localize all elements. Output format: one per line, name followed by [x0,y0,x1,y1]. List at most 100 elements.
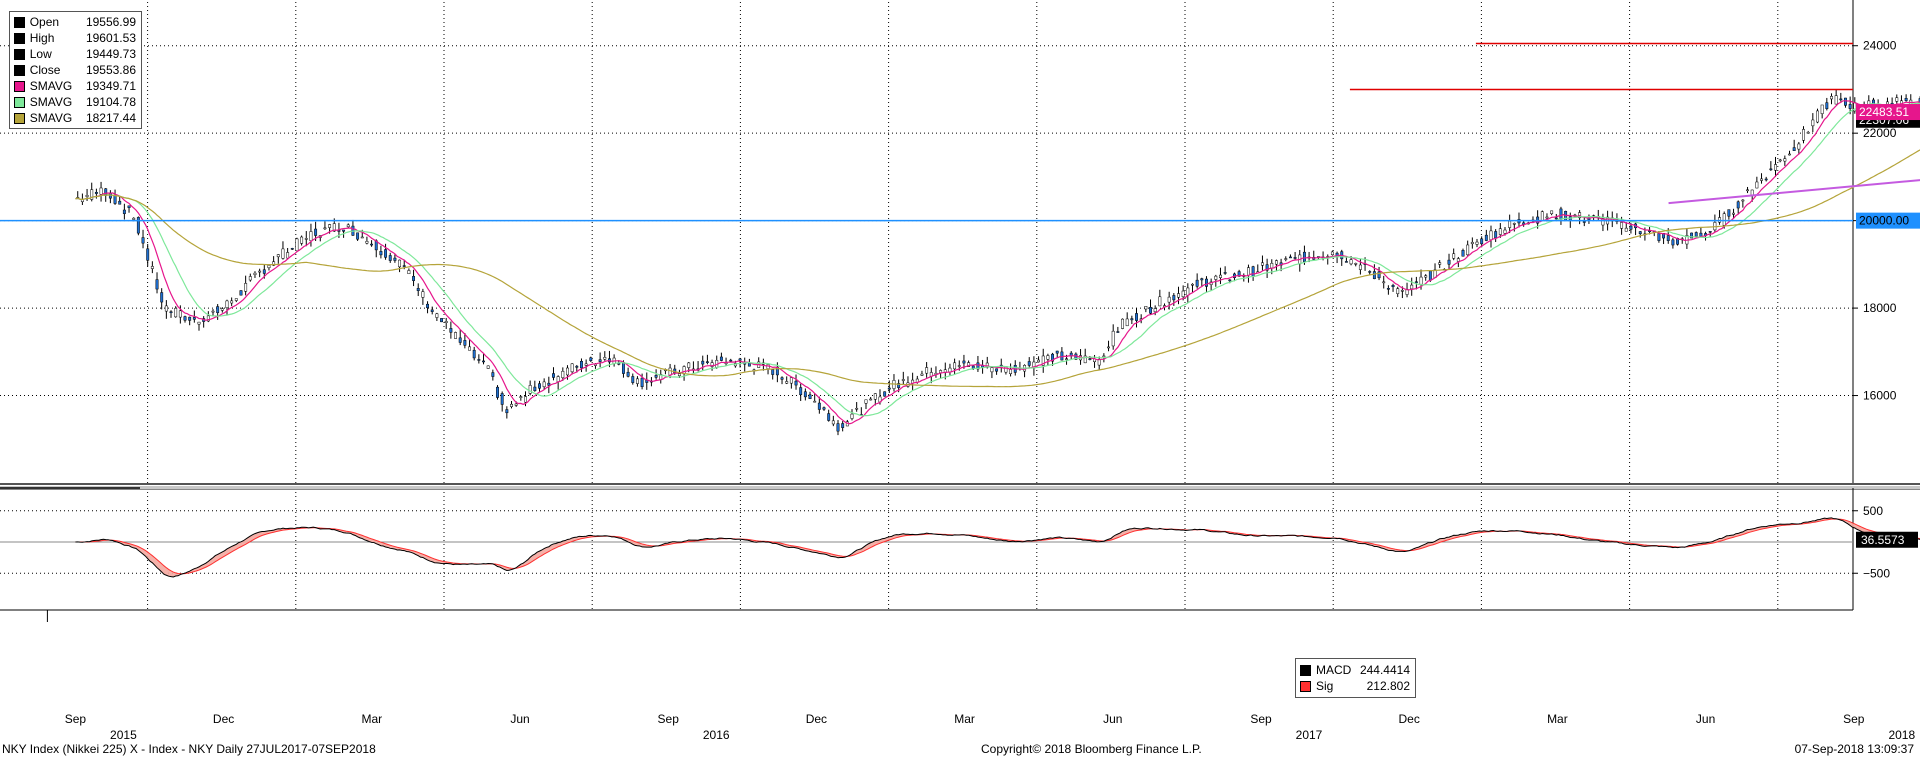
candle-body [1302,251,1306,262]
last-price-tag [1856,104,1920,121]
candle-body [1764,178,1768,181]
candle-body [1438,262,1442,265]
candle-body [626,371,630,377]
candle-body [454,332,457,339]
candle-body [1657,233,1661,241]
candle-body [1839,98,1843,101]
candle-body [164,305,168,312]
candle-body [276,254,280,258]
candle-body [1886,101,1889,105]
candle-body [1671,239,1675,246]
candle-body [1736,201,1740,209]
candle-body [1550,210,1554,214]
candle-body [192,317,196,320]
candle-body [1191,283,1194,286]
candle-body [141,237,145,244]
price-tick-label: 22000 [1863,126,1897,140]
candle-body [216,306,220,313]
candle-body [430,309,434,312]
candle-body [1125,318,1129,327]
price-legend-label: SMAVG [29,95,73,109]
price-legend-swatch [14,48,25,60]
candle-body [1149,307,1152,314]
candle-body [379,251,383,256]
candle-body [230,300,234,304]
price-tick-label: 18000 [1863,301,1897,315]
candle-body [225,300,229,308]
candle-body [1895,97,1899,102]
candle-body [1582,221,1586,223]
candle-body [1214,275,1218,280]
candle-body [780,377,784,380]
price-legend-label: Open [29,15,60,29]
price-legend-swatch [14,64,25,76]
candle-body [1811,119,1815,127]
candle-body [85,195,89,197]
candle-body [1708,231,1712,233]
candle-body [817,402,821,410]
candle-body [248,276,252,281]
candle-body [1046,355,1050,360]
candle-body [789,377,793,384]
price-legend-label: SMAVG [29,111,73,125]
candle-body [1629,225,1633,230]
candle-body [1088,358,1092,360]
candle-body [1107,346,1110,349]
candle-body [533,386,537,391]
candle-body [850,413,854,419]
macd-legend-swatch [1300,680,1311,692]
candle-body [1825,102,1829,109]
candle-body [384,249,388,258]
candle-body [262,269,266,274]
candle-body [1228,279,1232,282]
candle-body [1293,257,1297,259]
price-legend-value: 19104.78 [85,95,136,109]
candle-body [183,316,187,321]
macd-legend-label: MACD [1316,663,1352,677]
candle-body [556,376,560,383]
candle-body [799,387,803,396]
candle-body [990,367,994,373]
candle-body [1760,178,1763,181]
candle-body [1806,132,1810,134]
candle-body [873,393,877,400]
candle-body [1638,231,1642,235]
month-tick-label: Sep [1250,712,1272,726]
candle-body [1512,223,1516,225]
candle-body [1834,95,1838,105]
candle-body [1414,281,1418,283]
candle-body [1116,331,1120,333]
candle-body [1489,230,1493,241]
candle-body [1428,270,1432,281]
candle-body [1447,259,1451,265]
candle-body [178,310,182,318]
candle-body [584,363,588,366]
candle-body [407,270,411,275]
panel-separator-shade [0,486,1920,489]
candle-body [1372,271,1376,280]
candle-body [621,362,625,374]
price-legend-row: SMAVG 19349.71 [10,78,141,94]
macd-line [75,517,1920,578]
candle-body [603,357,607,360]
candle-body [253,272,257,275]
candle-body [150,266,154,269]
candle-body [864,399,868,404]
footer-timestamp: 07-Sep-2018 13:09:37 [1794,742,1914,756]
candle-body [1452,253,1456,259]
candle-body [1153,308,1157,313]
candle-body [1722,213,1726,226]
candle-body [1181,290,1185,298]
candle-body [1844,97,1847,106]
candle-body [1466,244,1470,256]
sma-line [75,149,1920,388]
candle-body [1470,241,1474,245]
candle-body [1750,189,1754,196]
candle-body [281,248,285,259]
price-legend-row: SMAVG 18217.44 [10,110,141,126]
candle-body [398,259,402,268]
candle-body [169,311,173,314]
month-tick-label: Jun [510,712,529,726]
candle-body [1816,110,1819,123]
candle-body [239,290,243,296]
